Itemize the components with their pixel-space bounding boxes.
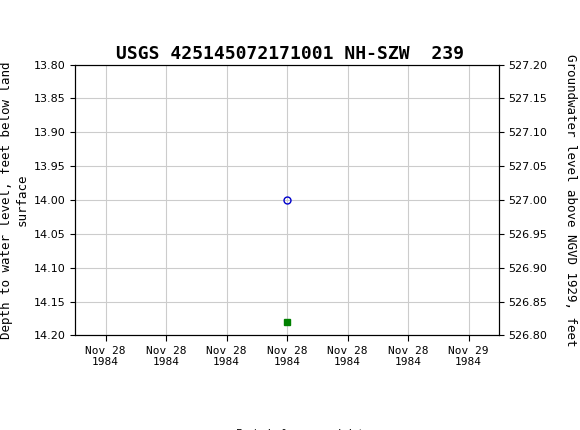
Legend: Period of approved data: Period of approved data: [200, 425, 374, 430]
Text: USGS: USGS: [41, 13, 88, 32]
Y-axis label: Groundwater level above NGVD 1929, feet: Groundwater level above NGVD 1929, feet: [564, 54, 577, 346]
Text: USGS 425145072171001 NH-SZW  239: USGS 425145072171001 NH-SZW 239: [116, 45, 464, 63]
Y-axis label: Depth to water level, feet below land
surface: Depth to water level, feet below land su…: [0, 61, 28, 339]
